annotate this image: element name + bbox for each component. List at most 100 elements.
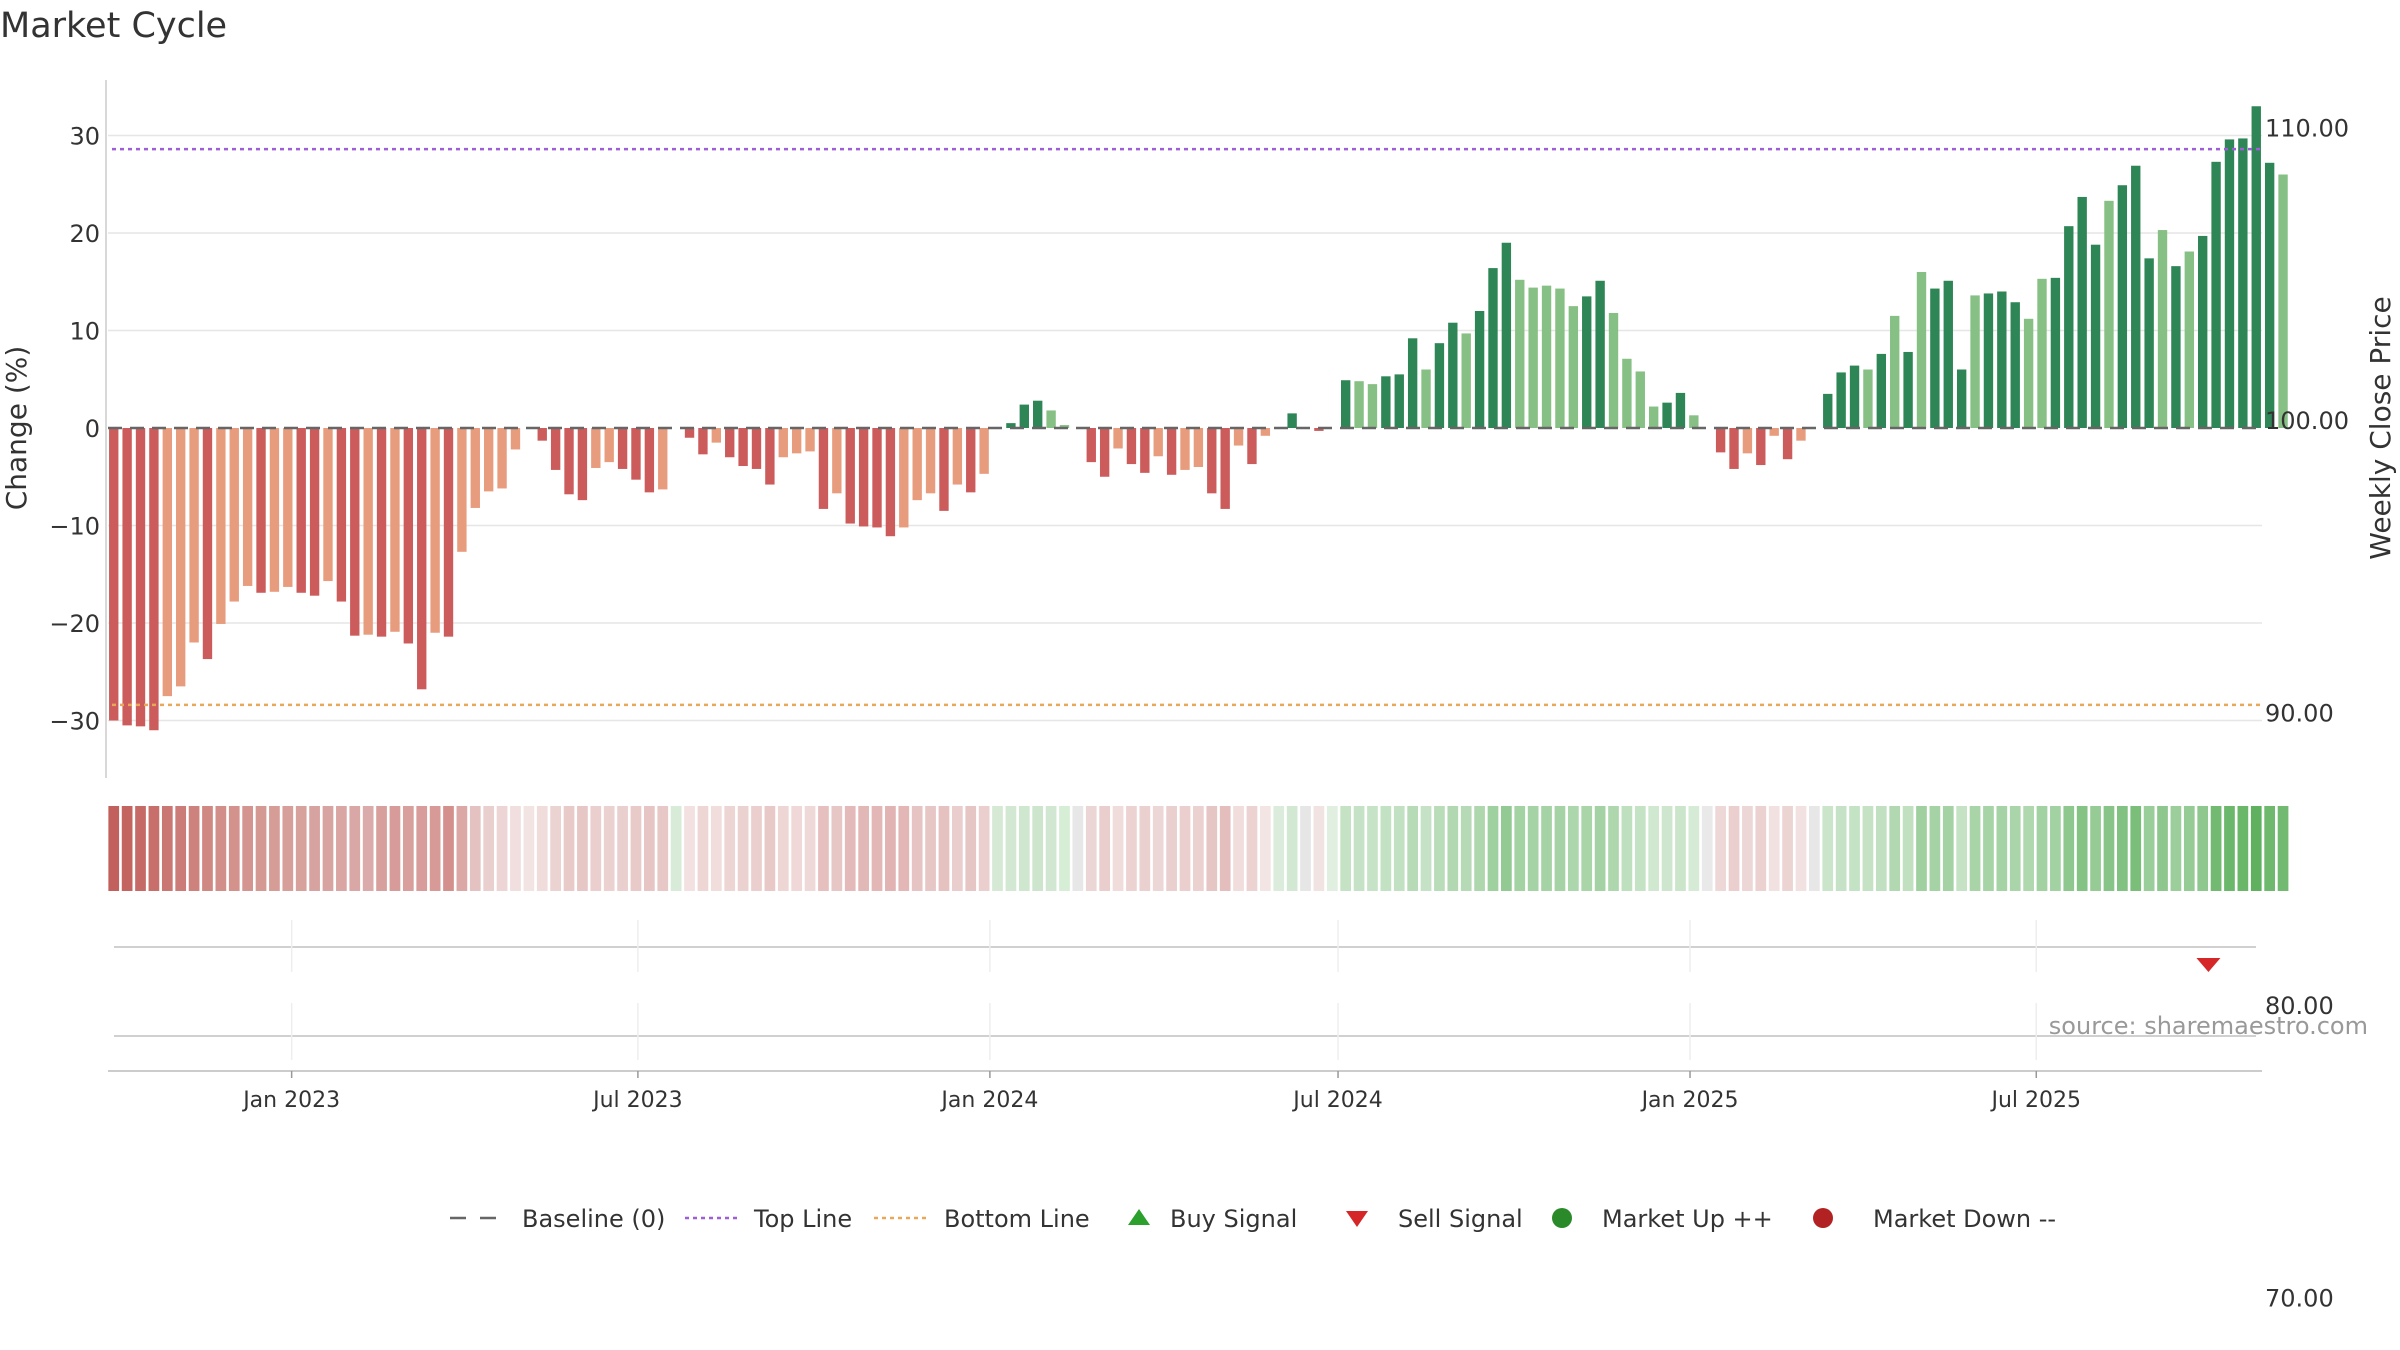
legend-marker-market-up xyxy=(1552,1208,1572,1228)
bar xyxy=(1983,293,1994,428)
bar xyxy=(216,428,226,624)
legend-label: Baseline (0) xyxy=(522,1205,665,1233)
bar xyxy=(966,428,976,493)
legend-item: Bottom Line xyxy=(874,1205,1090,1233)
strip-cell xyxy=(1246,806,1258,891)
bar xyxy=(2144,258,2154,428)
gridlines xyxy=(108,134,2262,722)
bar-series xyxy=(109,106,2288,731)
strip-cell xyxy=(630,806,642,891)
strip-cell xyxy=(510,806,521,891)
strip-cell xyxy=(1541,806,1552,891)
strip-cell xyxy=(2076,806,2088,891)
strip-cell xyxy=(322,806,334,891)
bar xyxy=(2090,244,2101,428)
bar xyxy=(363,428,373,635)
strip-cell xyxy=(751,806,762,891)
bar xyxy=(1033,400,1043,428)
strip-cell xyxy=(844,806,856,891)
strip-cell xyxy=(1527,806,1539,891)
strip-cell xyxy=(496,806,508,891)
bar xyxy=(1448,322,1458,428)
bar xyxy=(537,428,547,441)
bar xyxy=(2278,174,2288,428)
strip-cell xyxy=(764,806,776,891)
strip-cell xyxy=(1501,806,1512,891)
y2-axis-label: Weekly Close Price xyxy=(2364,296,2397,559)
strip-cell xyxy=(2277,806,2289,891)
strip-cell xyxy=(804,806,816,891)
strip-cell xyxy=(1407,806,1418,891)
strip-cell xyxy=(295,806,307,891)
bar xyxy=(1354,381,1364,428)
bar xyxy=(135,428,146,727)
strip-cell xyxy=(1594,806,1606,891)
y-tick-label: 20 xyxy=(69,220,100,248)
signal-rows xyxy=(114,920,2256,1060)
bar xyxy=(818,428,829,509)
strip-cell xyxy=(617,806,628,891)
legend-label: Bottom Line xyxy=(944,1205,1090,1233)
legend-marker-sell xyxy=(1346,1211,1368,1227)
strip-cell xyxy=(2036,806,2048,891)
x-tick-label: Jul 2024 xyxy=(1291,1088,1383,1113)
bar xyxy=(149,428,159,731)
bar xyxy=(805,428,815,452)
legend-item: Baseline (0) xyxy=(450,1205,665,1233)
bar xyxy=(1247,428,1257,465)
bar xyxy=(1568,306,1579,429)
strip-cell xyxy=(1353,806,1365,891)
strip-cell xyxy=(952,806,963,891)
y-tick-label: −10 xyxy=(49,513,100,541)
bar xyxy=(644,428,655,493)
bar xyxy=(309,428,320,596)
strip-cell xyxy=(1487,806,1499,891)
bar xyxy=(497,428,507,489)
legend-label: Market Up ++ xyxy=(1602,1205,1773,1233)
strip-cell xyxy=(1072,806,1084,891)
strip-cell xyxy=(978,806,990,891)
strip-cell xyxy=(2237,806,2249,891)
strip-cell xyxy=(2183,806,2195,891)
bar xyxy=(109,428,119,721)
strip-cell xyxy=(2157,806,2168,891)
bar xyxy=(765,428,775,485)
bar xyxy=(1434,343,1445,428)
strip-cell xyxy=(1768,806,1780,891)
strip-cell xyxy=(1675,806,1686,891)
bar xyxy=(1287,413,1297,429)
strip-cell xyxy=(443,806,454,891)
strip-cell xyxy=(1849,806,1860,891)
bar xyxy=(2224,139,2235,428)
strip-cell xyxy=(1286,806,1298,891)
bar xyxy=(1113,428,1123,449)
bar xyxy=(1394,374,1404,429)
strip-cell xyxy=(791,806,803,891)
bar xyxy=(470,428,480,508)
bar xyxy=(1689,415,1699,428)
strip-cell xyxy=(1983,806,1994,891)
bar xyxy=(256,428,266,593)
strip-cell xyxy=(1126,806,1137,891)
y2-tick-label: 70.00 xyxy=(2265,1285,2334,1313)
strip-cell xyxy=(1782,806,1793,891)
strip-cell xyxy=(1474,806,1485,891)
bar xyxy=(1729,428,1739,469)
strip-cell xyxy=(242,806,253,891)
strip-cell xyxy=(1875,806,1887,891)
y2-tick-label: 110.00 xyxy=(2265,115,2349,143)
strip-cell xyxy=(670,806,682,891)
x-tick-label: Jul 2025 xyxy=(1990,1088,2082,1113)
bar xyxy=(1461,333,1471,428)
strip-cell xyxy=(1567,806,1579,891)
bar xyxy=(591,428,601,468)
strip-cell xyxy=(1715,806,1726,891)
bar xyxy=(1555,288,1565,428)
strip-cell xyxy=(898,806,910,891)
bar xyxy=(1153,428,1163,457)
sell-signal-marker xyxy=(2196,958,2221,972)
legend: Baseline (0) Top Line Bottom Line Buy Signa… xyxy=(450,1205,2056,1233)
x-tick-label: Jan 2024 xyxy=(939,1088,1038,1113)
